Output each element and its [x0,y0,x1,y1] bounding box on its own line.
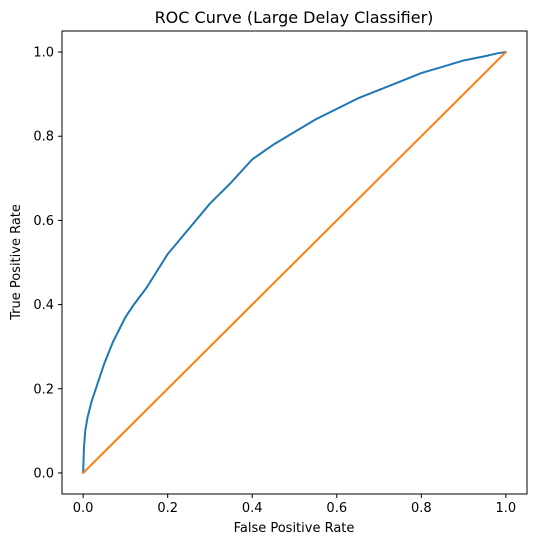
x-axis: 0.0 0.2 0.4 0.6 0.8 1.0 [73,494,516,516]
x-tick-label: 0.0 [73,501,94,516]
diagonal-reference-line [82,51,507,474]
x-tick-label: 0.6 [326,501,347,516]
y-tick-label: 0.0 [33,466,54,481]
x-tick-label: 1.0 [496,501,517,516]
chart-title: ROC Curve (Large Delay Classifier) [155,8,434,27]
y-tick-label: 0.2 [33,382,54,397]
y-axis-label: True Positive Rate [9,204,24,321]
plot-area [82,51,507,474]
plot-frame [61,30,528,495]
y-tick-label: 0.8 [33,130,54,145]
y-tick-label: 1.0 [33,46,54,61]
x-axis-label: False Positive Rate [234,521,355,536]
x-tick-label: 0.2 [157,501,178,516]
roc-curve-line [82,51,507,474]
y-tick-label: 0.4 [33,298,54,313]
x-tick-label: 0.8 [411,501,432,516]
x-tick-label: 0.4 [242,501,263,516]
y-axis: 0.0 0.2 0.4 0.6 0.8 1.0 [33,46,62,481]
y-tick-label: 0.6 [33,214,54,229]
